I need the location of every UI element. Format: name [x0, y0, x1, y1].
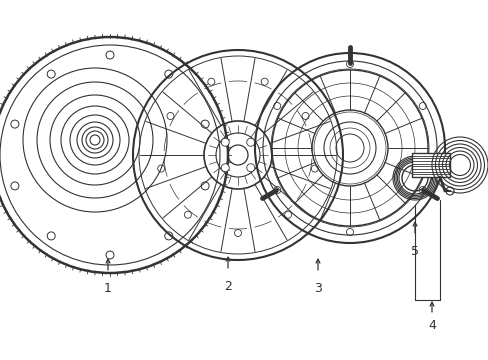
- Text: 2: 2: [224, 280, 231, 293]
- Circle shape: [246, 138, 254, 146]
- FancyBboxPatch shape: [411, 153, 449, 177]
- Text: 3: 3: [313, 282, 321, 295]
- Text: 4: 4: [427, 319, 435, 332]
- Circle shape: [246, 164, 254, 172]
- Text: 1: 1: [104, 282, 112, 295]
- Text: 5: 5: [410, 245, 418, 258]
- Circle shape: [221, 138, 229, 146]
- Circle shape: [221, 164, 229, 172]
